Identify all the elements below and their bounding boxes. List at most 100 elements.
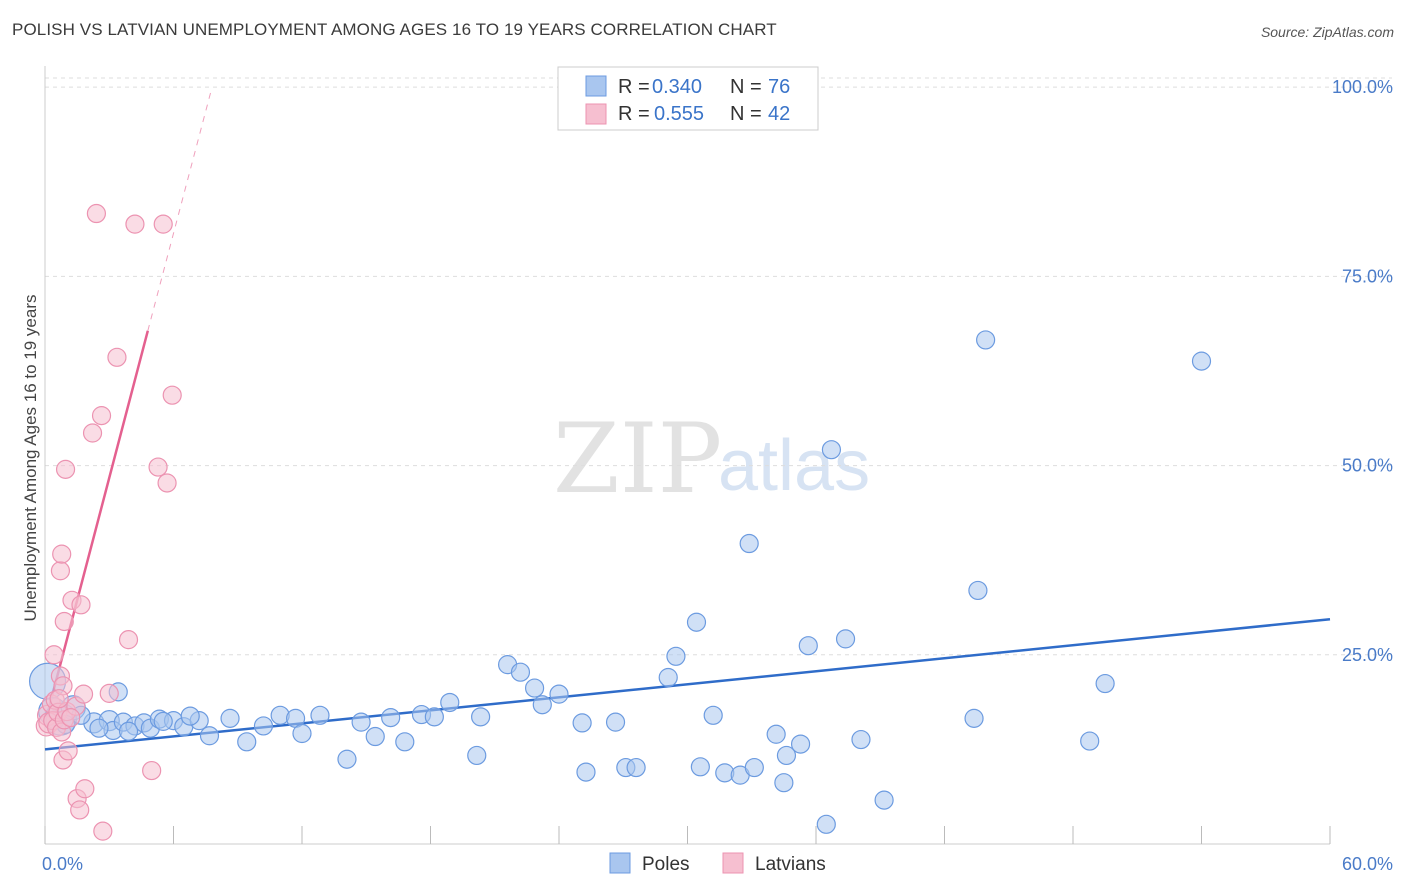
- poles-point: [270, 705, 290, 725]
- grid-lines: 25.0% 50.0% 75.0% 100.0%: [45, 77, 1393, 665]
- poles-point: [510, 662, 531, 682]
- legend-r-label-poles: R =: [618, 76, 650, 98]
- poles-point: [744, 757, 764, 778]
- poles-point: [968, 580, 988, 601]
- legend-n-label-poles: N =: [730, 76, 762, 98]
- poles-point: [658, 667, 678, 688]
- poles-point: [1095, 673, 1115, 694]
- poles-point: [776, 745, 797, 766]
- latvians-point: [157, 473, 177, 493]
- latvians-point: [49, 689, 69, 709]
- latvians-point: [118, 630, 139, 650]
- trend-line-latvians: [43, 330, 150, 724]
- poles-point: [424, 707, 444, 727]
- poles-point: [874, 790, 894, 810]
- latvians-point: [86, 203, 107, 224]
- bottom-legend-swatch-latvians: [722, 852, 744, 874]
- poles-point: [395, 732, 415, 752]
- poles-point: [549, 684, 569, 704]
- legend-n-value-latvians: 42: [768, 103, 790, 125]
- poles-point: [576, 762, 596, 782]
- poles-point: [964, 708, 984, 728]
- latvians-point: [71, 595, 91, 615]
- latvians-point: [99, 683, 119, 703]
- poles-point: [816, 814, 836, 834]
- poles-point: [471, 707, 491, 727]
- poles-point: [310, 705, 330, 725]
- poles-point: [381, 708, 401, 728]
- poles-point: [774, 773, 794, 793]
- bottom-legend-label-latvians: Latvians: [755, 854, 826, 875]
- poles-point: [89, 718, 109, 738]
- poles-point: [180, 706, 200, 726]
- legend-box: R = 0.340 N = 76 R = 0.555 N = 42: [557, 66, 819, 131]
- legend-swatch-poles: [585, 75, 607, 97]
- data-points: [28, 203, 1212, 841]
- poles-point: [703, 705, 723, 725]
- poles-point: [337, 749, 357, 769]
- latvians-point: [61, 708, 81, 728]
- latvians-point: [55, 459, 76, 479]
- x-tick-label-max: 60.0%: [1342, 854, 1393, 874]
- y-tick-label: 75.0%: [1342, 266, 1393, 286]
- latvians-point: [50, 561, 71, 581]
- poles-point: [605, 712, 626, 732]
- legend-swatch-latvians: [585, 103, 607, 125]
- poles-point: [292, 723, 312, 744]
- poles-point: [739, 533, 759, 554]
- trend-line-latvians-extension: [147, 87, 213, 331]
- poles-point: [572, 713, 592, 733]
- latvians-point: [44, 645, 64, 665]
- y-tick-label: 50.0%: [1342, 456, 1393, 476]
- poles-point: [626, 757, 646, 778]
- poles-point: [524, 678, 545, 698]
- poles-point: [1191, 351, 1212, 371]
- poles-point: [153, 711, 173, 731]
- legend-r-label-latvians: R =: [618, 103, 650, 125]
- legend-n-value-poles: 76: [768, 76, 790, 98]
- poles-point: [237, 732, 257, 752]
- latvians-point: [148, 457, 168, 477]
- poles-point: [690, 757, 710, 777]
- latvians-point: [54, 611, 74, 632]
- poles-point: [790, 734, 811, 754]
- axes: 0.0% 60.0%: [42, 66, 1393, 874]
- poles-point: [118, 721, 139, 741]
- bottom-legend-label-poles: Poles: [642, 854, 690, 875]
- legend-n-label-latvians: N =: [730, 103, 762, 125]
- latvians-point: [107, 347, 127, 367]
- poles-point: [766, 724, 786, 744]
- y-tick-label: 25.0%: [1342, 645, 1393, 665]
- poles-point: [835, 629, 856, 649]
- poles-point: [976, 330, 996, 350]
- poles-point: [686, 612, 707, 632]
- latvians-point: [75, 779, 95, 799]
- poles-point: [666, 646, 686, 666]
- latvians-point: [142, 760, 162, 781]
- poles-point: [199, 726, 220, 746]
- trend-line-poles: [44, 617, 1331, 751]
- bottom-legend: Poles Latvians: [609, 852, 826, 875]
- legend-r-value-latvians: 0.555: [654, 103, 704, 125]
- poles-point: [220, 708, 240, 728]
- poles-point: [365, 726, 385, 747]
- poles-point: [467, 745, 487, 766]
- legend-r-value-poles: 0.340: [652, 76, 702, 98]
- latvians-point: [153, 214, 173, 234]
- poles-point: [1080, 731, 1100, 751]
- chart-title: POLISH VS LATVIAN UNEMPLOYMENT AMONG AGE…: [12, 20, 777, 39]
- y-tick-label: 100.0%: [1332, 77, 1393, 97]
- latvians-point: [58, 741, 78, 761]
- latvians-point: [162, 385, 182, 405]
- poles-point: [253, 716, 274, 736]
- source-credit: Source: ZipAtlas.com: [1260, 24, 1394, 40]
- x-tick-label-min: 0.0%: [42, 854, 83, 874]
- poles-point: [351, 712, 371, 732]
- poles-point: [821, 440, 842, 460]
- bottom-legend-swatch-poles: [609, 852, 631, 874]
- watermark-zip: ZIP: [553, 403, 722, 515]
- poles-point: [851, 729, 871, 750]
- poles-point: [440, 692, 460, 713]
- latvians-point: [52, 544, 72, 564]
